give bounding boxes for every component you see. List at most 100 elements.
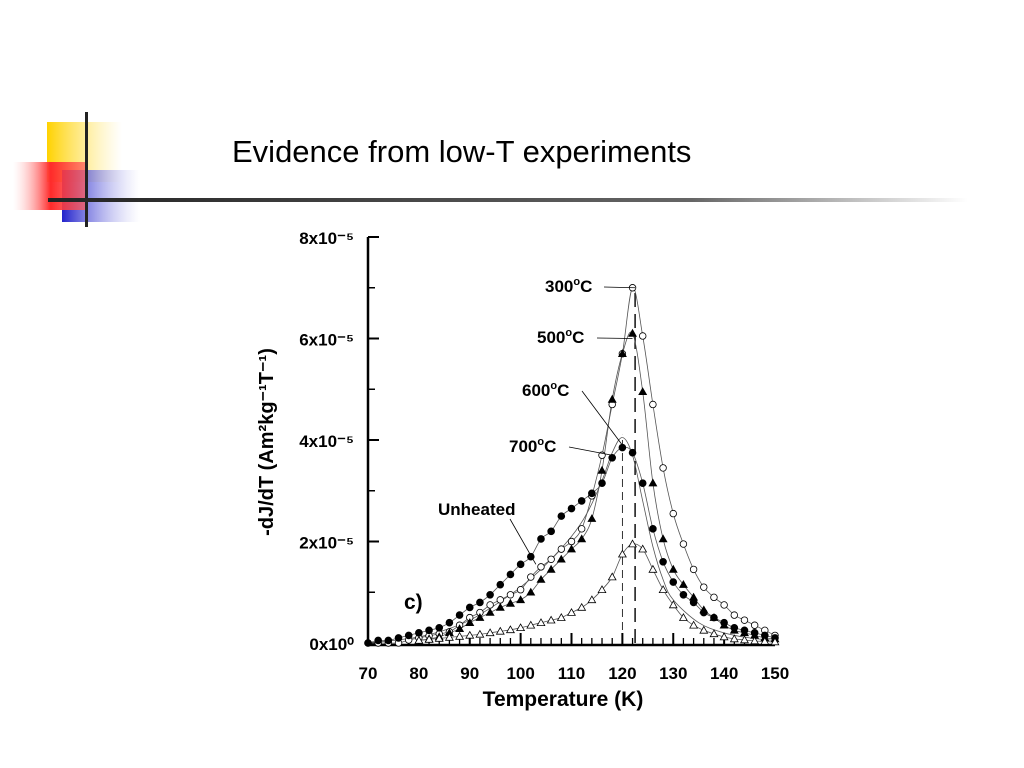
data-point: [729, 634, 739, 643]
data-point: [750, 629, 759, 637]
data-point: [485, 628, 495, 637]
data-point: [678, 579, 688, 588]
x-tick-label: 140: [710, 664, 738, 683]
data-point: [536, 618, 546, 626]
data-point: [608, 453, 616, 462]
data-point: [618, 443, 627, 452]
data-point: [434, 633, 444, 642]
slide-title: Evidence from low-T experiments: [232, 134, 692, 169]
data-point: [455, 611, 464, 619]
data-point: [607, 394, 617, 403]
data-point: [465, 630, 475, 639]
data-point: [364, 639, 372, 647]
data-point: [577, 534, 587, 543]
data-point: [516, 595, 526, 604]
data-point: [699, 608, 708, 617]
data-point: [557, 545, 566, 553]
data-point: [668, 564, 678, 573]
data-point: [628, 328, 637, 337]
data-point: [495, 602, 505, 611]
annotation-leader-line: [509, 518, 537, 565]
data-point: [648, 478, 658, 487]
data-point: [740, 635, 749, 644]
y-tick-label: 4x10⁻⁵: [299, 432, 354, 451]
y-tick-label: 8x10⁻⁵: [299, 229, 354, 248]
data-point: [506, 570, 515, 579]
data-point: [689, 620, 699, 629]
data-point: [658, 534, 668, 543]
data-point: [425, 626, 433, 635]
data-point: [719, 632, 729, 641]
data-point: [495, 626, 505, 635]
data-point: [496, 596, 504, 604]
vertical-rule: [85, 112, 88, 227]
data-point: [547, 555, 555, 563]
data-point: [700, 583, 708, 591]
annotation-leader-line: [581, 390, 623, 446]
data-point: [485, 607, 495, 616]
data-point: [689, 565, 698, 574]
data-point: [486, 601, 494, 609]
data-point: [445, 618, 454, 627]
annotation-label: 600oC: [522, 380, 569, 400]
data-point: [526, 587, 536, 596]
data-point: [384, 636, 393, 645]
data-point: [536, 574, 546, 583]
panel-label: c): [404, 591, 423, 614]
data-point: [465, 618, 475, 626]
data-point: [414, 635, 424, 644]
data-point: [527, 573, 535, 581]
y-axis-label: -dJ/dT (Am²kg⁻¹T⁻¹): [256, 348, 278, 536]
data-point: [730, 623, 739, 632]
data-point: [648, 564, 658, 573]
data-point: [710, 613, 718, 622]
annotation-label: 700oC: [509, 436, 556, 456]
x-tick-label: 100: [506, 664, 534, 683]
data-point: [455, 631, 465, 640]
data-point: [577, 497, 586, 505]
data-point: [435, 623, 444, 632]
data-point: [720, 601, 728, 609]
data-point: [659, 557, 667, 566]
data-point: [394, 634, 403, 642]
data-point: [679, 540, 688, 548]
data-point: [567, 504, 576, 513]
data-point: [720, 618, 728, 627]
annotation-label: 500oC: [537, 327, 584, 347]
x-tick-label: 80: [409, 664, 428, 683]
data-point: [486, 590, 494, 599]
data-point: [496, 580, 505, 589]
data-point: [415, 629, 423, 637]
data-point: [374, 636, 382, 645]
y-tick-label: 6x10⁻⁵: [299, 331, 354, 350]
data-point: [689, 598, 698, 607]
data-point: [587, 514, 597, 522]
annotation-leader-line: [596, 337, 633, 339]
data-point: [588, 489, 596, 498]
data-point: [455, 624, 465, 632]
data-point: [628, 539, 637, 548]
annotation-label: 300oC: [545, 276, 592, 296]
data-point: [404, 631, 413, 640]
data-point: [516, 560, 525, 569]
data-point: [577, 525, 586, 533]
data-point: [679, 590, 688, 599]
data-point: [556, 554, 566, 563]
data-point: [668, 600, 678, 609]
data-point: [597, 585, 607, 593]
data-point: [740, 616, 749, 624]
data-point: [516, 623, 526, 631]
data-point: [638, 544, 648, 553]
chart-annotations: 300oC 500oC 600oC 700oC Unheated: [438, 276, 636, 565]
data-point: [750, 621, 759, 629]
y-tick-label: 2x10⁻⁵: [299, 534, 354, 553]
data-point: [699, 625, 709, 634]
data-point: [577, 602, 587, 611]
data-point: [567, 607, 576, 616]
data-point: [607, 572, 617, 581]
x-tick-label: 130: [659, 664, 687, 683]
data-point: [587, 595, 597, 604]
data-point: [516, 586, 525, 594]
data-point: [649, 525, 657, 533]
x-axis-label: Temperature (K): [483, 688, 644, 711]
